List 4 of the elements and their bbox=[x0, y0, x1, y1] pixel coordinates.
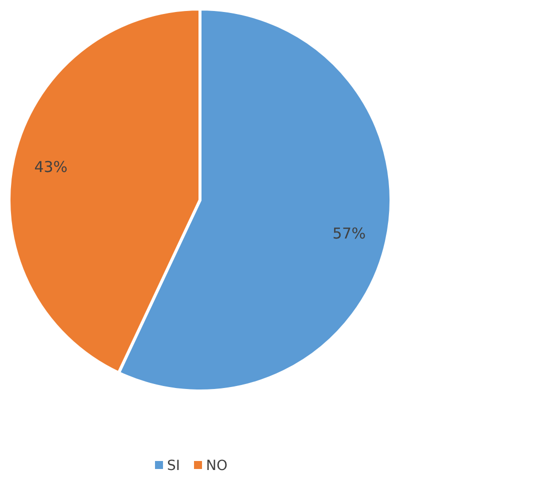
legend-label: NO bbox=[206, 458, 228, 474]
data-label: 57% bbox=[332, 224, 366, 243]
legend-label: SI bbox=[167, 458, 180, 474]
data-label: 43% bbox=[34, 158, 68, 176]
